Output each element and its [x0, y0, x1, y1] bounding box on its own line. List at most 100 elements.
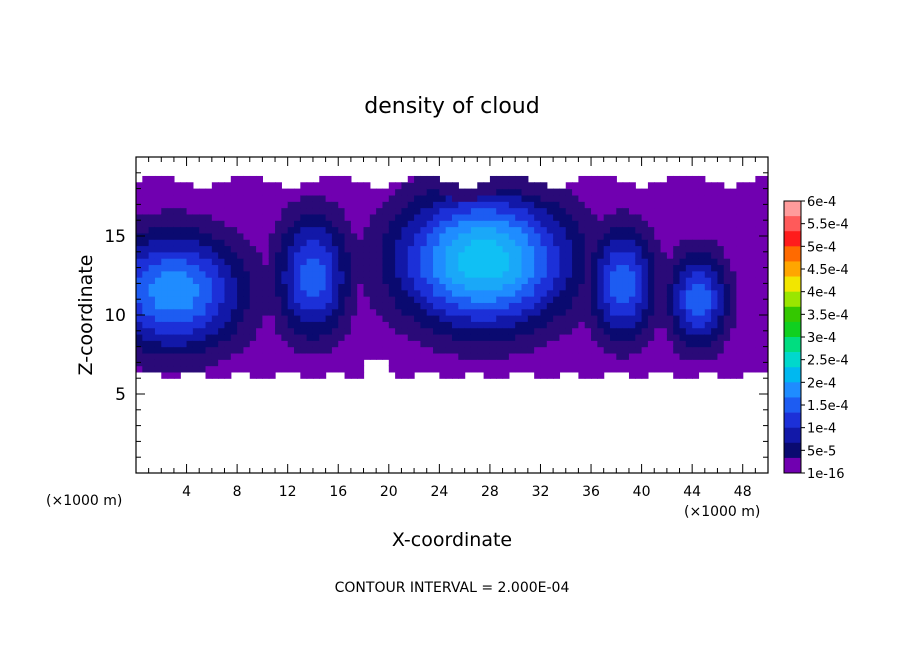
- heatmap-cell: [262, 277, 270, 284]
- heatmap-cell: [597, 352, 605, 360]
- heatmap-cell: [654, 201, 662, 209]
- heatmap-cell: [692, 194, 700, 202]
- heatmap-cell: [395, 371, 403, 379]
- heatmap-cell: [679, 308, 687, 316]
- heatmap-cell: [477, 220, 485, 228]
- heatmap-cell: [483, 182, 491, 190]
- heatmap-cell: [628, 302, 636, 310]
- heatmap-cell: [287, 264, 295, 272]
- heatmap-cell: [363, 258, 371, 266]
- heatmap-cell: [527, 258, 535, 266]
- heatmap-cell: [281, 340, 289, 348]
- heatmap-cell: [439, 251, 447, 259]
- heatmap-cell: [294, 283, 301, 291]
- heatmap-cell: [319, 289, 327, 297]
- heatmap-cell: [666, 258, 674, 266]
- heatmap-cell: [723, 188, 731, 196]
- heatmap-cell: [692, 346, 700, 354]
- heatmap-cell: [268, 340, 276, 348]
- heatmap-cell: [426, 258, 434, 266]
- heatmap-cell: [470, 333, 478, 341]
- heatmap-cell: [281, 226, 289, 234]
- heatmap-cell: [294, 359, 301, 367]
- heatmap-cell: [243, 333, 251, 341]
- heatmap-cell: [300, 232, 308, 240]
- heatmap-cell: [647, 315, 655, 322]
- heatmap-cell: [464, 315, 472, 322]
- heatmap-cell: [578, 327, 586, 335]
- heatmap-cell: [167, 359, 175, 367]
- heatmap-cell: [692, 207, 700, 215]
- heatmap-cell: [540, 182, 548, 190]
- heatmap-cell: [344, 201, 352, 209]
- heatmap-cell: [534, 359, 542, 367]
- heatmap-cell: [338, 232, 346, 240]
- heatmap-cell: [344, 289, 352, 297]
- heatmap-cell: [142, 232, 150, 240]
- heatmap-cell: [603, 213, 611, 221]
- heatmap-cell: [224, 182, 232, 190]
- heatmap-cell: [414, 289, 421, 297]
- heatmap-cell: [224, 365, 232, 373]
- heatmap-cell: [704, 346, 712, 354]
- heatmap-cell: [199, 289, 207, 297]
- heatmap-cell: [173, 289, 181, 297]
- heatmap-cell: [527, 188, 535, 196]
- heatmap-cell: [521, 258, 529, 266]
- heatmap-cell: [414, 226, 421, 234]
- heatmap-cell: [407, 321, 415, 329]
- heatmap-cell: [161, 315, 169, 322]
- heatmap-cell: [142, 226, 150, 234]
- heatmap-cell: [698, 213, 706, 221]
- heatmap-cell: [180, 239, 188, 247]
- heatmap-cell: [723, 220, 731, 228]
- heatmap-cell: [578, 188, 586, 196]
- heatmap-cell: [218, 308, 226, 316]
- heatmap-cell: [294, 365, 301, 373]
- heatmap-cell: [338, 359, 346, 367]
- heatmap-cell: [584, 302, 592, 310]
- heatmap-cell: [610, 194, 617, 202]
- heatmap-cell: [666, 365, 674, 373]
- heatmap-cell: [407, 315, 415, 322]
- heatmap-cell: [489, 201, 497, 209]
- heatmap-cell: [312, 296, 320, 303]
- heatmap-cell: [515, 207, 523, 215]
- heatmap-cell: [610, 258, 617, 266]
- heatmap-cell: [546, 333, 554, 341]
- heatmap-cell: [350, 327, 358, 335]
- heatmap-cell: [211, 333, 219, 341]
- heatmap-cell: [376, 346, 384, 354]
- heatmap-cell: [350, 289, 358, 297]
- heatmap-cell: [407, 352, 415, 360]
- heatmap-cell: [237, 359, 245, 367]
- heatmap-cell: [666, 277, 674, 284]
- heatmap-cell: [755, 308, 763, 316]
- colorbar-swatch: [784, 231, 801, 247]
- heatmap-cell: [249, 264, 257, 272]
- heatmap-cell: [736, 232, 744, 240]
- heatmap-cell: [666, 226, 674, 234]
- heatmap-cell: [357, 321, 365, 329]
- heatmap-cell: [534, 352, 542, 360]
- heatmap-cell: [692, 315, 700, 322]
- heatmap-cell: [420, 277, 428, 284]
- heatmap-cell: [350, 302, 358, 310]
- heatmap-cell: [572, 220, 579, 228]
- heatmap-cell: [224, 333, 232, 341]
- heatmap-cell: [742, 220, 750, 228]
- heatmap-cell: [591, 289, 598, 297]
- heatmap-cell: [698, 201, 706, 209]
- heatmap-cell: [578, 359, 586, 367]
- heatmap-cell: [591, 232, 598, 240]
- heatmap-cell: [673, 289, 681, 297]
- heatmap-cell: [742, 346, 750, 354]
- heatmap-cell: [426, 201, 434, 209]
- heatmap-cell: [294, 226, 301, 234]
- x-axis: 4 8 12 16 20 24 28 32 36 40 44 48: [148, 157, 756, 500]
- heatmap-cell: [180, 283, 188, 291]
- heatmap-cell: [553, 365, 561, 373]
- heatmap-cell: [540, 327, 548, 335]
- heatmap-cell: [730, 283, 737, 291]
- heatmap-cell: [679, 220, 687, 228]
